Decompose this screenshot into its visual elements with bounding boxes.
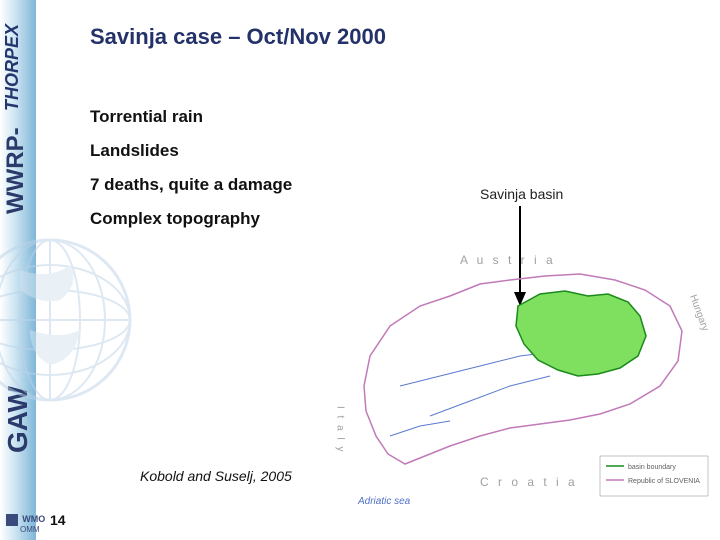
- sidebar: THORPEX WWRP- GAW WMO OMM: [0, 0, 64, 540]
- bullet-list: Torrential rain Landslides 7 deaths, qui…: [90, 100, 292, 236]
- wmo-logo: WMO OMM: [6, 514, 45, 534]
- wmo-logo-icon: [6, 514, 18, 526]
- svg-text:A u s t r i a: A u s t r i a: [460, 253, 556, 267]
- slovenia-map: A u s t r i a C r o a t i a I t a l y Hunga…: [330, 236, 710, 526]
- slide-title: Savinja case – Oct/Nov 2000: [90, 24, 386, 50]
- wmo-logo-line1: WMO: [22, 514, 45, 524]
- page-number: 14: [50, 512, 66, 528]
- svg-text:Hungary: Hungary: [687, 293, 710, 332]
- citation: Kobold and Suselj, 2005: [140, 468, 292, 484]
- bullet-4: Complex topography: [90, 202, 292, 236]
- bullet-1: Torrential rain: [90, 100, 292, 134]
- sidebar-wwrp: WWRP-: [2, 116, 42, 226]
- wmo-globe-icon: [0, 230, 140, 410]
- bullet-2: Landslides: [90, 134, 292, 168]
- svg-text:Adriatic sea: Adriatic sea: [357, 496, 411, 507]
- wmo-logo-line2: OMM: [20, 525, 40, 534]
- svg-text:C r o a t i a: C r o a t i a: [480, 475, 578, 489]
- svg-text:Republic of SLOVENIA: Republic of SLOVENIA: [628, 478, 700, 485]
- svg-text:I t a l y: I t a l y: [335, 406, 346, 453]
- svg-text:basin boundary: basin boundary: [628, 464, 676, 471]
- sidebar-thorpex: THORPEX: [2, 20, 42, 114]
- bullet-3: 7 deaths, quite a damage: [90, 168, 292, 202]
- map-caption: Savinja basin: [480, 186, 563, 202]
